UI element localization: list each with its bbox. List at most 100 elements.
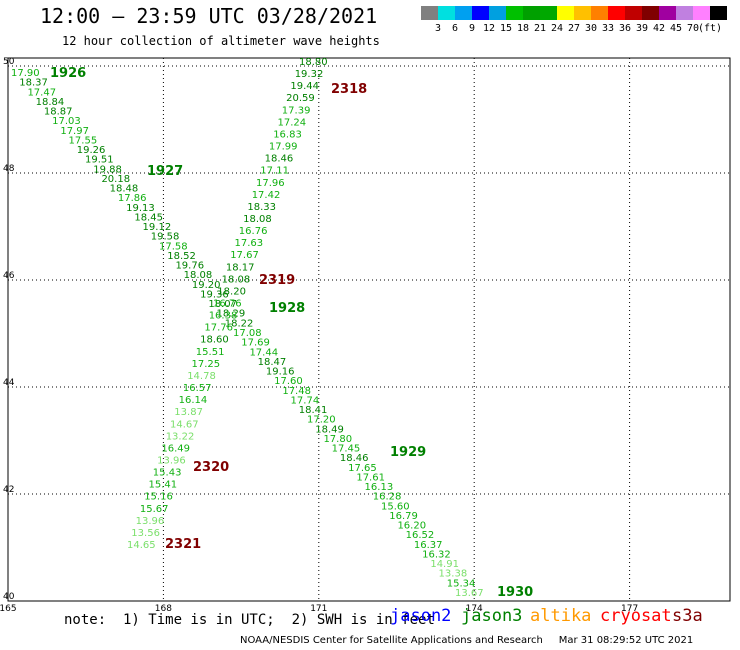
swh-value: 18.80 <box>299 57 328 68</box>
pass-number: 2321 <box>165 537 201 552</box>
lon-label: 177 <box>621 604 638 614</box>
swh-value: 19.76 <box>175 261 204 272</box>
lat-label: 42 <box>3 485 14 495</box>
swh-value: 17.97 <box>60 126 89 137</box>
swh-value: 19.20 <box>192 280 221 291</box>
swh-value: 19.44 <box>290 81 319 92</box>
lon-label: 168 <box>155 604 172 614</box>
swh-value: 19.58 <box>151 232 180 243</box>
swh-value: 18.60 <box>200 335 229 346</box>
swh-value: 18.20 <box>217 286 246 297</box>
swh-value: 17.86 <box>118 193 147 204</box>
swh-value: 18.37 <box>19 78 48 89</box>
satellite-legend-cryosat: cryosat <box>600 606 672 626</box>
swh-value: 13.67 <box>455 588 484 599</box>
scale-swatch <box>676 6 693 20</box>
swh-value: 16.20 <box>397 521 426 532</box>
pass-number: 1930 <box>497 585 533 600</box>
satellite-legend-altika: altika <box>530 606 592 626</box>
scale-swatch <box>540 6 557 20</box>
swh-value: 17.11 <box>260 166 289 177</box>
map-subtitle: 12 hour collection of altimeter wave hei… <box>62 34 380 48</box>
pass-number: 2318 <box>331 82 367 97</box>
swh-value: 17.44 <box>249 347 278 358</box>
swh-value: 15.51 <box>196 347 225 358</box>
swh-value: 14.67 <box>170 419 199 430</box>
swh-value: 18.84 <box>36 97 65 108</box>
swh-value: 20.59 <box>286 93 315 104</box>
swh-value: 17.48 <box>282 386 311 397</box>
swh-value: 17.03 <box>52 116 81 127</box>
swh-value: 18.08 <box>184 270 213 281</box>
footer-note: note: 1) Time is in UTC; 2) SWH is in fe… <box>64 612 435 628</box>
swh-value: 19.51 <box>85 155 114 166</box>
swh-value: 17.80 <box>323 434 352 445</box>
pass-number: 2319 <box>259 273 295 288</box>
scale-label: 18 <box>516 23 530 34</box>
swh-value: 16.37 <box>414 540 443 551</box>
longitude-labels: 165 168 171 174 177 <box>0 604 638 614</box>
swh-value: 15.60 <box>381 501 410 512</box>
swh-value: 17.20 <box>307 415 336 426</box>
lat-label: 40 <box>3 592 15 602</box>
swh-value: 17.08 <box>233 328 262 339</box>
swh-value: 19.32 <box>295 69 324 80</box>
map-frame <box>7 57 731 602</box>
swh-value: 16.49 <box>161 443 190 454</box>
lat-label: 48 <box>3 164 15 174</box>
swh-value: 17.96 <box>256 178 285 189</box>
swh-value: 17.39 <box>282 105 311 116</box>
map-title: 12:00 – 23:59 UTC 03/28/2021 <box>40 4 378 28</box>
swh-value: 13.87 <box>174 407 203 418</box>
swh-value: 18.08 <box>243 214 272 225</box>
swh-value: 13.96 <box>157 455 186 466</box>
scale-label: 12 <box>482 23 496 34</box>
scale-swatch <box>438 6 455 20</box>
swh-value: 20.18 <box>101 174 130 185</box>
swh-value: 19.13 <box>126 203 155 214</box>
scale-label: 42 <box>652 23 666 34</box>
swh-value: 15.43 <box>153 468 182 479</box>
swh-value: 19.88 <box>93 164 122 175</box>
satellite-legend-s3a: s3a <box>672 606 703 626</box>
swh-value: 17.90 <box>11 68 40 79</box>
lat-label: 50 <box>3 57 15 67</box>
swh-value: 18.29 <box>217 309 246 320</box>
scale-label: 3 <box>434 23 442 34</box>
scale-swatch <box>642 6 659 20</box>
lat-label: 46 <box>3 271 15 281</box>
scale-swatch <box>693 6 710 20</box>
swh-value: 16.38 <box>209 311 238 322</box>
pass-number: 1926 <box>50 66 86 81</box>
latitude-labels: 50 48 46 44 42 40 <box>3 57 15 602</box>
scale-swatch <box>710 6 727 20</box>
satellite-legend-jason2: jason2 <box>390 606 452 626</box>
lon-label: 174 <box>466 604 483 614</box>
swh-value: 17.63 <box>235 238 264 249</box>
swh-value: 17.58 <box>159 241 188 252</box>
swh-value: 16.83 <box>273 129 302 140</box>
lon-label: 165 <box>0 604 17 614</box>
swh-value: 13.56 <box>131 528 160 539</box>
scale-label: 70 <box>686 23 700 34</box>
swh-value: 17.47 <box>27 87 56 98</box>
swh-value: 15.41 <box>149 480 178 491</box>
swh-value: 18.08 <box>222 274 251 285</box>
satellite-tracks: 17.9018.3717.4718.8418.8717.0317.9717.55… <box>11 57 484 599</box>
swh-value: 16.13 <box>365 482 394 493</box>
swh-value: 18.41 <box>299 405 328 416</box>
swh-value: 18.07 <box>208 299 237 310</box>
swh-value: 18.47 <box>258 357 287 368</box>
swh-value: 17.65 <box>348 463 377 474</box>
swh-value: 15.34 <box>447 578 476 589</box>
swh-value: 17.60 <box>274 376 303 387</box>
swh-value: 15.67 <box>140 504 169 515</box>
scale-label: 15 <box>499 23 513 34</box>
scale-swatch <box>625 6 642 20</box>
pass-number: 1928 <box>269 301 305 316</box>
swh-value: 16.76 <box>213 299 242 310</box>
scale-swatch <box>523 6 540 20</box>
satellite-legend-jason3: jason3 <box>461 606 523 626</box>
swh-value: 17.55 <box>69 135 98 146</box>
swh-value: 16.52 <box>406 530 435 541</box>
